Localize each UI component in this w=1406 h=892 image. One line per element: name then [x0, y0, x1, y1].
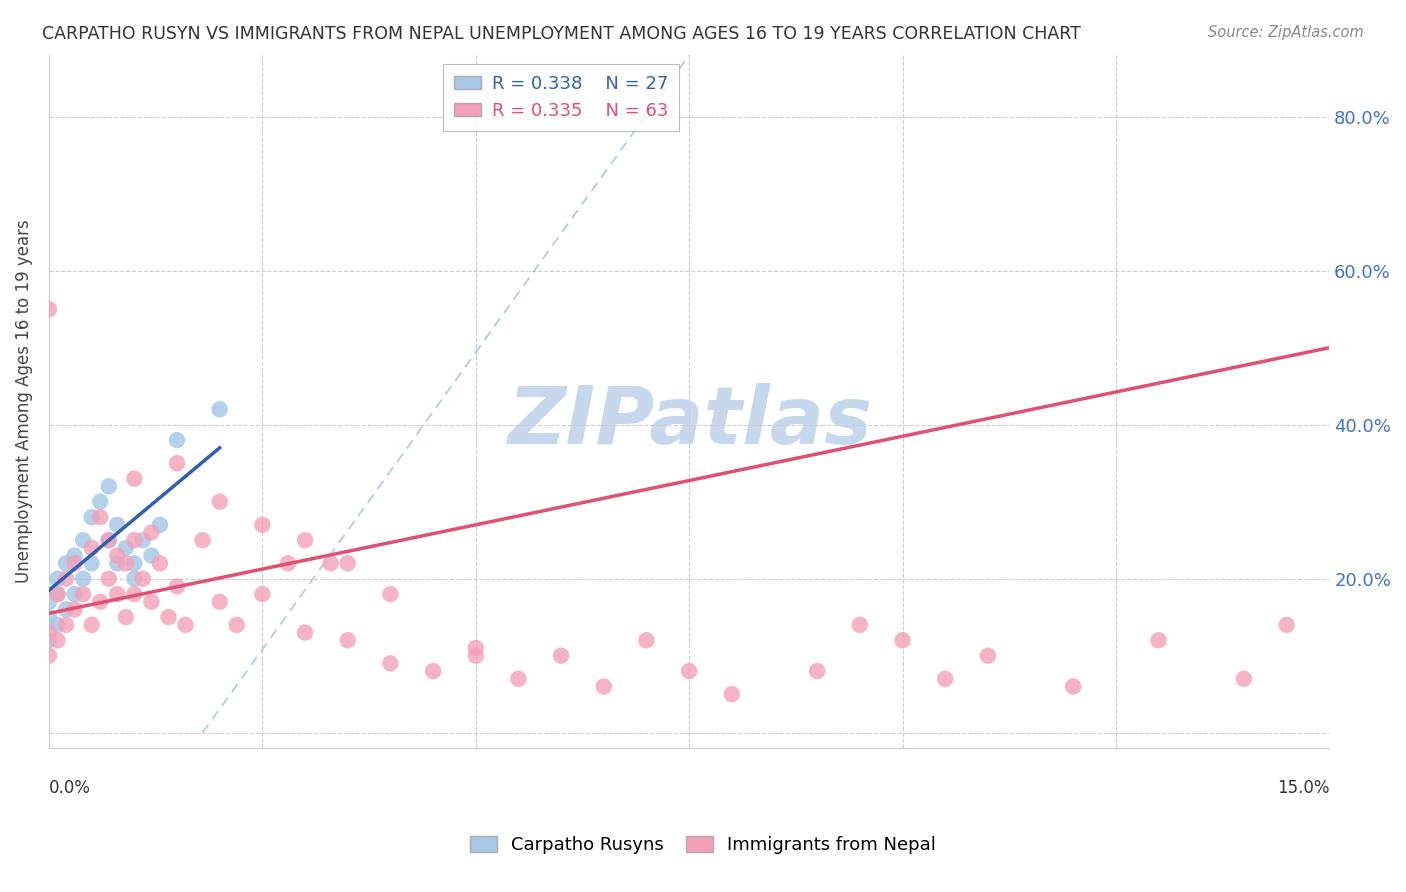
Point — [80, 618, 103, 632]
Point — [80, 556, 103, 570]
Point — [63, 587, 86, 601]
Point — [277, 556, 299, 570]
Point — [97, 533, 120, 548]
Point — [38, 648, 60, 663]
Point — [89, 510, 111, 524]
Point — [97, 533, 120, 548]
Point — [105, 587, 128, 601]
Text: ZIPatlas: ZIPatlas — [506, 384, 872, 461]
Point — [114, 541, 136, 555]
Point — [508, 672, 530, 686]
Point — [166, 433, 188, 447]
Legend: R = 0.338    N = 27, R = 0.335    N = 63: R = 0.338 N = 27, R = 0.335 N = 63 — [443, 64, 679, 131]
Point — [114, 610, 136, 624]
Point — [336, 633, 359, 648]
Point — [422, 664, 444, 678]
Point — [105, 549, 128, 563]
Point — [72, 533, 94, 548]
Y-axis label: Unemployment Among Ages 16 to 19 years: Unemployment Among Ages 16 to 19 years — [15, 219, 32, 583]
Point — [55, 556, 77, 570]
Point — [1233, 672, 1256, 686]
Point — [166, 579, 188, 593]
Point — [105, 517, 128, 532]
Point — [89, 595, 111, 609]
Text: CARPATHO RUSYN VS IMMIGRANTS FROM NEPAL UNEMPLOYMENT AMONG AGES 16 TO 19 YEARS C: CARPATHO RUSYN VS IMMIGRANTS FROM NEPAL … — [42, 25, 1081, 43]
Point — [208, 402, 231, 417]
Point — [124, 572, 146, 586]
Text: 15.0%: 15.0% — [1277, 779, 1329, 797]
Point — [141, 549, 163, 563]
Point — [464, 640, 486, 655]
Point — [46, 572, 69, 586]
Point — [208, 595, 231, 609]
Point — [124, 533, 146, 548]
Point — [149, 556, 172, 570]
Point — [38, 633, 60, 648]
Point — [806, 664, 828, 678]
Point — [46, 587, 69, 601]
Point — [157, 610, 180, 624]
Point — [191, 533, 214, 548]
Point — [80, 510, 103, 524]
Point — [46, 587, 69, 601]
Point — [105, 556, 128, 570]
Point — [38, 302, 60, 317]
Legend: Carpatho Rusyns, Immigrants from Nepal: Carpatho Rusyns, Immigrants from Nepal — [463, 829, 943, 862]
Point — [592, 680, 614, 694]
Point — [89, 494, 111, 508]
Point — [141, 595, 163, 609]
Point — [294, 533, 316, 548]
Point — [252, 517, 274, 532]
Point — [124, 587, 146, 601]
Point — [720, 687, 742, 701]
Point — [464, 648, 486, 663]
Text: Source: ZipAtlas.com: Source: ZipAtlas.com — [1208, 25, 1364, 40]
Point — [380, 587, 402, 601]
Point — [63, 549, 86, 563]
Point — [380, 657, 402, 671]
Point — [849, 618, 872, 632]
Point — [55, 602, 77, 616]
Point — [149, 517, 172, 532]
Point — [132, 533, 155, 548]
Point — [891, 633, 914, 648]
Point — [46, 633, 69, 648]
Point — [174, 618, 197, 632]
Point — [38, 595, 60, 609]
Point — [124, 556, 146, 570]
Point — [114, 556, 136, 570]
Point — [63, 556, 86, 570]
Point — [141, 525, 163, 540]
Point — [1147, 633, 1170, 648]
Point — [208, 494, 231, 508]
Point — [55, 572, 77, 586]
Point — [934, 672, 956, 686]
Point — [80, 541, 103, 555]
Point — [97, 572, 120, 586]
Text: 0.0%: 0.0% — [49, 779, 91, 797]
Point — [678, 664, 700, 678]
Point — [55, 618, 77, 632]
Point — [1275, 618, 1298, 632]
Point — [38, 610, 60, 624]
Point — [132, 572, 155, 586]
Point — [977, 648, 1000, 663]
Point — [63, 602, 86, 616]
Point — [166, 456, 188, 470]
Point — [97, 479, 120, 493]
Point — [336, 556, 359, 570]
Point — [72, 572, 94, 586]
Point — [550, 648, 572, 663]
Point — [636, 633, 658, 648]
Point — [38, 625, 60, 640]
Point — [1062, 680, 1084, 694]
Point — [294, 625, 316, 640]
Point — [225, 618, 247, 632]
Point — [252, 587, 274, 601]
Point — [124, 472, 146, 486]
Point — [319, 556, 342, 570]
Point — [46, 618, 69, 632]
Point — [72, 587, 94, 601]
